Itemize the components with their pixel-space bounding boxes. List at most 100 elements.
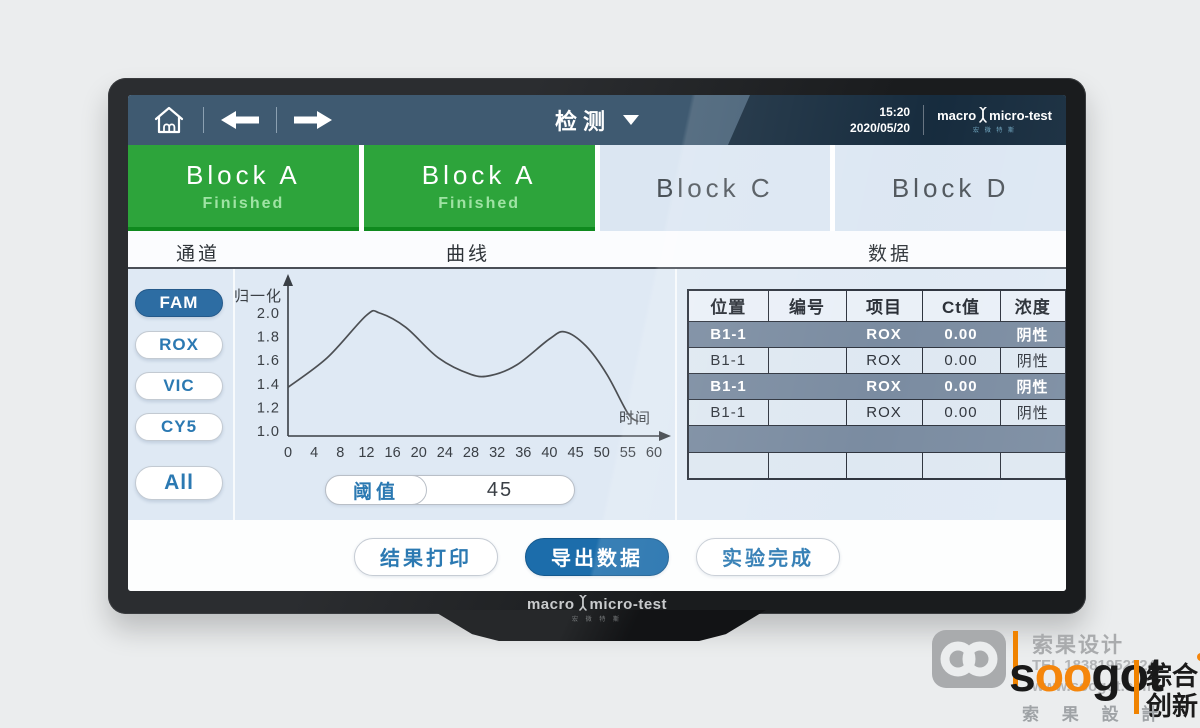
nav-divider	[203, 107, 204, 133]
nav-divider	[276, 107, 277, 133]
home-icon[interactable]	[152, 105, 186, 135]
table-header-row: 位置 编号 项目 Ct值 浓度	[687, 289, 1066, 322]
print-results-button[interactable]: 结果打印	[354, 537, 498, 576]
svg-text:45: 45	[568, 445, 584, 461]
watermark-website: www.soogot.com	[1032, 678, 1156, 695]
nav-controls	[152, 105, 332, 135]
col-position: 位置	[687, 289, 769, 322]
tab-block-a-1[interactable]: Block A Finished	[128, 145, 359, 231]
svg-text:24: 24	[437, 445, 453, 461]
dna-helix-icon	[979, 106, 987, 123]
date: 2020/05/20	[850, 121, 911, 135]
monitor-device: 检测 15:20 2020/05/20 macro mic	[108, 78, 1086, 623]
panel-divider	[675, 269, 677, 520]
svg-text:1.2: 1.2	[257, 400, 280, 416]
channel-button-rox[interactable]: ROX	[135, 331, 223, 359]
device-stand	[432, 610, 766, 641]
time: 15:20	[879, 104, 911, 119]
forward-arrow-icon[interactable]	[294, 111, 332, 129]
channel-button-all[interactable]: All	[135, 466, 223, 500]
svg-text:1.4: 1.4	[257, 377, 280, 393]
svg-text:50: 50	[594, 445, 610, 461]
watermark-dot-icon	[1197, 653, 1200, 661]
tab-label: Block A	[421, 159, 537, 190]
svg-text:12: 12	[358, 445, 374, 461]
dna-helix-icon	[578, 595, 587, 611]
svg-text:8: 8	[336, 445, 344, 461]
svg-text:55: 55	[620, 445, 636, 461]
svg-text:20: 20	[411, 445, 427, 461]
brand-text-right: micro-test	[589, 595, 668, 613]
table-row[interactable]: B1-1 ROX 0.00 阴性	[688, 320, 1066, 347]
tab-block-a-2[interactable]: Block A Finished	[363, 145, 595, 231]
col-concentration: 浓度	[999, 289, 1066, 322]
channel-button-vic[interactable]: VIC	[135, 372, 223, 400]
threshold-field[interactable]: 阈值 45	[325, 475, 575, 505]
svg-text:1.8: 1.8	[257, 330, 280, 346]
export-data-button[interactable]: 导出数据	[525, 537, 669, 576]
table-row[interactable]: B1-1 ROX 0.00 阴性	[688, 398, 1066, 425]
table-row[interactable]	[688, 451, 1066, 479]
chevron-down-icon	[623, 115, 640, 125]
nav-status-area: 15:20 2020/05/20 macro micro-test 宏 微 特 …	[728, 95, 1066, 145]
watermark-divider	[1134, 660, 1139, 714]
svg-text:16: 16	[385, 445, 401, 461]
experiment-complete-button[interactable]: 实验完成	[696, 537, 840, 576]
tab-label: Block A	[186, 159, 301, 190]
watermark-tagline: 创新	[1146, 691, 1199, 721]
brand-text-left: macro	[937, 108, 977, 123]
watermark-company-spaced: 索 果 設 計	[1022, 705, 1168, 724]
tab-block-c[interactable]: Block C	[599, 145, 831, 231]
page-title-dropdown[interactable]: 检测	[554, 104, 640, 136]
channel-button-fam[interactable]: FAM	[135, 289, 223, 317]
threshold-label: 阈值	[325, 475, 427, 505]
tab-label: Block C	[656, 172, 774, 203]
brand-subtext: 宏 微 特 斯	[973, 127, 1017, 134]
svg-text:4: 4	[310, 445, 318, 461]
watermark-wordmark: soogot	[1009, 649, 1164, 702]
tab-status: Finished	[202, 194, 285, 212]
tab-status: Finished	[438, 194, 521, 212]
watermark-phone: TEL 18381952224	[1032, 657, 1156, 674]
svg-text:时间: 时间	[619, 410, 651, 427]
table-row[interactable]	[688, 424, 1066, 452]
svg-text:归一化: 归一化	[234, 288, 282, 305]
bezel-brand-logo: macro micro-test 宏 微 特 斯	[527, 595, 667, 623]
footer-action-bar: 结果打印 导出数据 实验完成	[128, 520, 1066, 591]
back-arrow-icon[interactable]	[221, 111, 259, 129]
touch-screen: 检测 15:20 2020/05/20 macro mic	[128, 95, 1066, 591]
svg-text:36: 36	[515, 445, 531, 461]
svg-text:40: 40	[541, 445, 557, 461]
brand-text-left: macro	[526, 595, 575, 613]
table-row[interactable]: B1-1 ROX 0.00 阴性	[688, 372, 1066, 399]
watermark-divider	[1013, 631, 1018, 688]
svg-text:1.6: 1.6	[257, 353, 280, 369]
svg-text:60: 60	[646, 445, 662, 461]
col-item: 项目	[845, 289, 923, 322]
block-tab-bar: Block A Finished Block A Finished Block …	[128, 145, 1066, 231]
panel-divider	[233, 269, 235, 520]
section-label-row: 通道 曲线 数据	[128, 231, 1066, 269]
watermark-logo-icon	[932, 630, 1006, 688]
svg-text:2.0: 2.0	[257, 306, 280, 322]
brand-logo: macro micro-test 宏 微 特 斯	[937, 106, 1052, 134]
tab-block-d[interactable]: Block D	[835, 145, 1066, 231]
col-number: 编号	[767, 289, 847, 322]
clock: 15:20 2020/05/20	[850, 104, 910, 136]
svg-text:32: 32	[489, 445, 505, 461]
svg-text:1.0: 1.0	[257, 424, 280, 440]
svg-text:0: 0	[284, 445, 292, 461]
page-title: 检测	[554, 109, 612, 134]
brand-subtext: 宏 微 特 斯	[571, 617, 622, 623]
table-row[interactable]: B1-1 ROX 0.00 阴性	[688, 346, 1066, 373]
data-section-label: 数据	[868, 244, 913, 265]
watermark-tagline: 综合	[1146, 661, 1199, 691]
threshold-value[interactable]: 45	[486, 478, 514, 501]
status-divider	[923, 105, 925, 135]
channel-button-cy5[interactable]: CY5	[135, 413, 223, 441]
curve-section-label: 曲线	[446, 244, 491, 265]
channel-section-label: 通道	[176, 244, 221, 265]
top-nav-bar: 检测 15:20 2020/05/20 macro mic	[128, 95, 1066, 145]
results-table: 位置 编号 项目 Ct值 浓度 B1-1 ROX 0.00 阴性 B1-1 ROX 0.0…	[687, 289, 1066, 480]
